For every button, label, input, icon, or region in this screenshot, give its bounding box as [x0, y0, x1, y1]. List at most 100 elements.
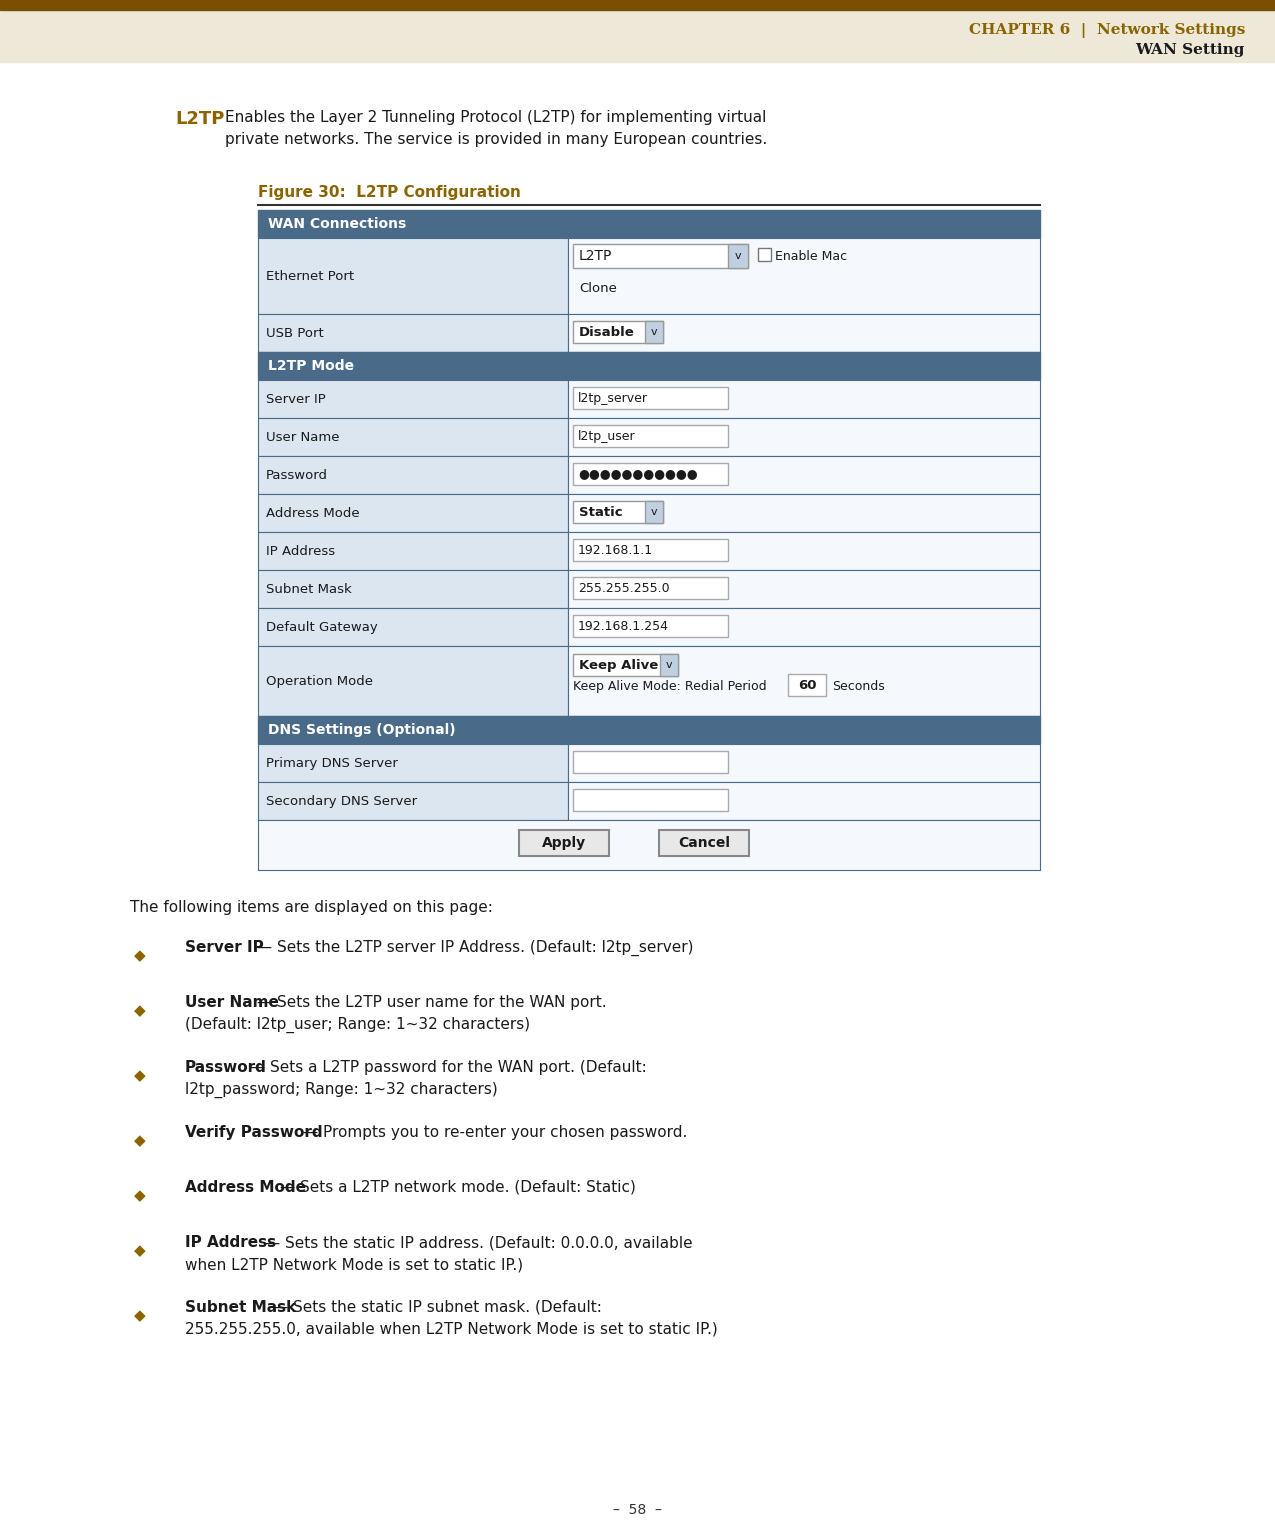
Text: Default Gateway: Default Gateway — [266, 620, 377, 634]
Text: Static: Static — [579, 506, 622, 518]
Text: Apply: Apply — [542, 836, 586, 850]
Text: — Sets the static IP subnet mask. (Default:: — Sets the static IP subnet mask. (Defau… — [268, 1301, 602, 1314]
Text: USB Port: USB Port — [266, 326, 324, 340]
Text: ◆: ◆ — [134, 948, 145, 964]
Text: — Sets the L2TP server IP Address. (Default: l2tp_server): — Sets the L2TP server IP Address. (Defa… — [252, 941, 694, 956]
Bar — [258, 210, 1040, 237]
Bar — [258, 715, 1040, 745]
Bar — [258, 493, 567, 532]
Text: Clone: Clone — [579, 282, 617, 294]
Text: Password: Password — [266, 469, 328, 481]
Text: l2tp_server: l2tp_server — [578, 392, 648, 404]
Text: Figure 30:  L2TP Configuration: Figure 30: L2TP Configuration — [258, 185, 521, 201]
Text: Password: Password — [185, 1060, 266, 1075]
Text: when L2TP Network Mode is set to static IP.): when L2TP Network Mode is set to static … — [185, 1256, 523, 1272]
Text: The following items are displayed on this page:: The following items are displayed on thi… — [130, 899, 493, 915]
Bar — [645, 322, 663, 343]
Bar — [572, 751, 728, 774]
Bar — [572, 463, 728, 486]
Text: ◆: ◆ — [134, 1003, 145, 1017]
Text: v: v — [650, 507, 658, 516]
Text: Cancel: Cancel — [678, 836, 731, 850]
Text: Enable Mac: Enable Mac — [775, 250, 847, 262]
Bar — [567, 418, 1040, 457]
Text: ◆: ◆ — [134, 1134, 145, 1147]
Text: IP Address: IP Address — [185, 1235, 277, 1250]
Bar — [258, 647, 567, 715]
Bar — [258, 457, 567, 493]
Bar — [258, 608, 567, 647]
Text: l2tp_password; Range: 1~32 characters): l2tp_password; Range: 1~32 characters) — [185, 1082, 497, 1098]
Bar — [567, 457, 1040, 493]
Text: 192.168.1.254: 192.168.1.254 — [578, 619, 669, 633]
Text: L2TP: L2TP — [175, 110, 224, 129]
Text: Subnet Mask: Subnet Mask — [266, 582, 352, 596]
Text: Seconds: Seconds — [833, 680, 885, 692]
Bar — [659, 830, 748, 856]
Bar — [788, 674, 826, 696]
Text: — Sets a L2TP password for the WAN port. (Default:: — Sets a L2TP password for the WAN port.… — [245, 1060, 646, 1075]
Text: Server IP: Server IP — [266, 392, 325, 406]
Bar — [572, 539, 728, 561]
Text: Primary DNS Server: Primary DNS Server — [266, 757, 398, 769]
Bar — [572, 424, 728, 447]
Bar — [0, 0, 1275, 11]
Text: v: v — [666, 660, 672, 669]
Text: (Default: l2tp_user; Range: 1~32 characters): (Default: l2tp_user; Range: 1~32 charact… — [185, 1017, 530, 1033]
Bar — [572, 388, 728, 409]
Bar — [258, 820, 1040, 870]
Bar — [567, 532, 1040, 570]
Text: 60: 60 — [798, 679, 816, 691]
Bar — [258, 380, 567, 418]
Text: l2tp_user: l2tp_user — [578, 429, 636, 443]
Text: –  58  –: – 58 – — [612, 1503, 662, 1517]
Bar — [759, 248, 771, 260]
Bar — [258, 570, 567, 608]
Bar — [567, 570, 1040, 608]
Text: L2TP Mode: L2TP Mode — [268, 358, 354, 372]
Bar — [572, 654, 678, 676]
Text: Keep Alive Mode: Redial Period: Keep Alive Mode: Redial Period — [572, 680, 766, 692]
Bar — [572, 322, 663, 343]
Bar — [567, 745, 1040, 781]
Bar — [645, 501, 663, 522]
Text: — Sets the L2TP user name for the WAN port.: — Sets the L2TP user name for the WAN po… — [252, 994, 607, 1010]
Text: Server IP: Server IP — [185, 941, 264, 954]
Text: — Prompts you to re-enter your chosen password.: — Prompts you to re-enter your chosen pa… — [297, 1124, 687, 1140]
Text: Address Mode: Address Mode — [185, 1180, 306, 1195]
Bar — [728, 244, 748, 268]
Text: CHAPTER 6  |  Network Settings: CHAPTER 6 | Network Settings — [969, 23, 1244, 37]
Bar — [567, 314, 1040, 352]
Bar — [572, 789, 728, 810]
Bar — [572, 244, 748, 268]
Bar — [258, 314, 567, 352]
Bar — [0, 11, 1275, 61]
Text: Enables the Layer 2 Tunneling Protocol (L2TP) for implementing virtual
private n: Enables the Layer 2 Tunneling Protocol (… — [224, 110, 768, 147]
Bar — [519, 830, 609, 856]
Text: ◆: ◆ — [134, 1242, 145, 1258]
Text: Disable: Disable — [579, 325, 635, 339]
Text: User Name: User Name — [266, 430, 339, 443]
Bar — [258, 352, 1040, 380]
Bar — [258, 532, 567, 570]
Bar — [660, 654, 678, 676]
Bar — [258, 418, 567, 457]
Text: Verify Password: Verify Password — [185, 1124, 323, 1140]
Text: User Name: User Name — [185, 994, 279, 1010]
Text: 255.255.255.0, available when L2TP Network Mode is set to static IP.): 255.255.255.0, available when L2TP Netwo… — [185, 1322, 718, 1337]
Bar — [567, 237, 1040, 314]
Text: Secondary DNS Server: Secondary DNS Server — [266, 795, 417, 807]
Text: Address Mode: Address Mode — [266, 507, 360, 519]
Bar — [258, 745, 567, 781]
Text: ◆: ◆ — [134, 1068, 145, 1083]
Text: v: v — [734, 251, 741, 260]
Text: Operation Mode: Operation Mode — [266, 674, 374, 688]
Bar — [567, 493, 1040, 532]
Text: Keep Alive: Keep Alive — [579, 659, 658, 671]
Text: WAN Connections: WAN Connections — [268, 218, 407, 231]
Text: IP Address: IP Address — [266, 544, 335, 558]
Text: 192.168.1.1: 192.168.1.1 — [578, 544, 653, 556]
Text: Subnet Mask: Subnet Mask — [185, 1301, 296, 1314]
Bar — [567, 781, 1040, 820]
Text: WAN Setting: WAN Setting — [1136, 43, 1244, 57]
